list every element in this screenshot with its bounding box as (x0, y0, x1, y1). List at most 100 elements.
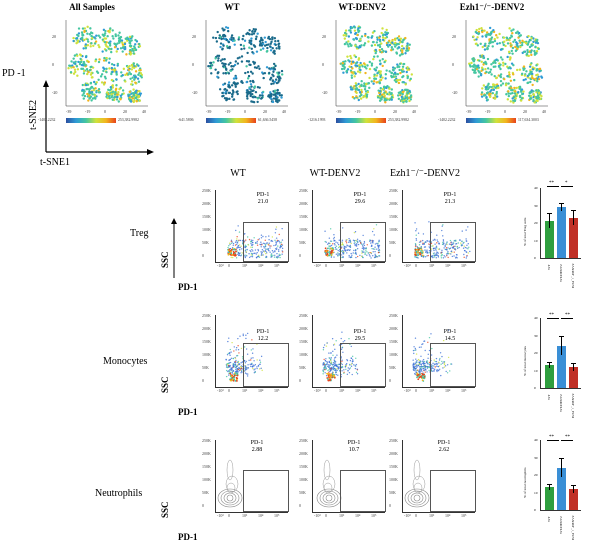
bar-panel-1: % of total monocytes 40 30 20 10 0 WT WT-DENV2 E… (523, 313, 581, 418)
bar-ytick-0-0: 40 (534, 186, 538, 190)
bar-cap-1-1 (559, 336, 564, 338)
tsne-ytick-3-2: -20 (452, 90, 457, 95)
facs-xtick-2-0-3: 10⁴ (258, 513, 264, 518)
facs-ytick-2-2-4: 50K (389, 490, 396, 495)
facs-xtick-2-2-4: 10⁵ (461, 513, 467, 518)
facs-ytick-2-2-1: 200K (389, 451, 398, 456)
facs-xtick-1-1-2: 10³ (339, 388, 345, 393)
bar-error-2-1 (561, 459, 562, 477)
facs-gate-value-0-1: 29.6 (354, 199, 366, 205)
bar-cap-0-1 (559, 202, 564, 204)
tsne-colorbar-max-1: 61,636.5458 (258, 118, 277, 122)
bar-xlabel-2-1: WT-DENV2 (559, 516, 563, 534)
tsne-pd1-label: PD -1 (2, 68, 26, 79)
tsne-xtick-0-0: -39 (66, 109, 71, 114)
bar-ytick-2-0: 40 (534, 438, 538, 442)
facs-xtick-1-0-1: 0 (228, 388, 230, 393)
facs-xtick-1-1-3: 10⁴ (355, 388, 361, 393)
bar-xlabel-1-2: Ezh1⁻/⁻-DENV2 (571, 393, 575, 419)
facs-gate-label-1-0: PD-1 12.2 (250, 329, 276, 343)
facs-xtick-1-0-2: 10³ (242, 388, 248, 393)
facs-xtick-1-0-3: 10⁴ (258, 388, 264, 393)
bar-ytick-0-2: 20 (534, 221, 538, 225)
facs-ytick-2-2-2: 150K (389, 464, 398, 469)
facs-xtick-0-0-3: 10⁴ (258, 263, 264, 268)
facs-xtick-2-0-4: 10⁵ (274, 513, 280, 518)
facs-ytick-1-2-0: 250K (389, 313, 398, 318)
tsne-ytick-3-0: 20 (452, 34, 456, 39)
facs-xtick-2-2-0: -10³ (404, 513, 411, 518)
facs-gate-label-1-2: PD-1 14.5 (437, 329, 463, 343)
facs-column-2: Ezh1⁻/⁻-DENV2 (390, 168, 460, 179)
facs-ytick-1-2-5: 0 (389, 378, 391, 383)
pd1-axis-label-1: PD-1 (178, 407, 198, 417)
facs-ytick-1-0-4: 50K (202, 365, 209, 370)
tsne-colorbar-min-1: -641.5806 (178, 118, 194, 122)
sig-line-b-0 (561, 186, 573, 187)
facs-plot-1-2: 250K 200K 150K 100K 50K 0 -10³ 0 10³ 10⁴ 10⁵ PD-1 14… (389, 313, 476, 393)
tsne2-arrow (43, 80, 49, 87)
bar-error-2-2 (573, 485, 574, 493)
bar-cap-2-1 (559, 458, 564, 460)
sig-a-0: ** (549, 181, 554, 186)
tsne-xtick-2-4: 40 (412, 109, 416, 114)
bar-error-1-1 (561, 337, 562, 355)
pd1-axis-label-2: PD-1 (178, 532, 198, 542)
bar-panel-0: % of total Treg cells 40 30 20 10 0 WT WT-DENV2… (523, 181, 581, 288)
bar-xlabel-0-0: WT (547, 264, 551, 270)
facs-dots-0-0 (227, 225, 284, 259)
facs-plot-2-2: 250K 200K 150K 100K 50K 0 -10³ 0 10³ 10⁴ 10⁵ PD-1 2.… (389, 438, 476, 518)
facs-xtick-1-2-3: 10⁴ (445, 388, 451, 393)
tsne-xtick-1-3: 20 (263, 109, 267, 114)
facs-xtick-0-0-2: 10³ (242, 263, 248, 268)
facs-ytick-1-0-5: 0 (202, 378, 204, 383)
tsne-ytick-1-2: -20 (192, 90, 197, 95)
ssc-label-1: SSC (160, 376, 170, 393)
tsne-xtick-0-1: -19 (85, 109, 90, 114)
tsne-xtick-3-0: -39 (466, 109, 471, 114)
sig-b-2: ** (565, 435, 570, 440)
facs-gate-1-1 (340, 343, 386, 387)
tsne-ytick-3-1: 0 (452, 62, 454, 67)
sig-line-b-2 (561, 440, 573, 441)
bar-2-1 (557, 468, 566, 510)
facs-ytick-0-2-0: 250K (389, 188, 398, 193)
facs-xtick-0-1-4: 10⁵ (371, 263, 377, 268)
sig-b-1: ** (565, 313, 570, 318)
tsne-axis-arrows (43, 80, 154, 155)
facs-xtick-2-2-3: 10⁴ (445, 513, 451, 518)
facs-xtick-2-0-1: 0 (228, 513, 230, 518)
facs-xtick-0-2-3: 10⁴ (445, 263, 451, 268)
facs-gate-value-1-2: 14.5 (444, 336, 456, 342)
facs-gate-value-0-0: 21.0 (257, 199, 269, 205)
bar-error-0-0 (549, 214, 550, 229)
facs-gate-label-0-2: PD-1 21.3 (437, 192, 463, 206)
facs-gate-name-0-1: PD-1 (353, 192, 367, 198)
facs-ytick-2-1-5: 0 (299, 503, 301, 508)
facs-gate-name-1-1: PD-1 (353, 329, 367, 335)
facs-xtick-0-2-4: 10⁵ (461, 263, 467, 268)
facs-ytick-1-1-3: 100K (299, 352, 308, 357)
tsne-xtick-3-1: -19 (485, 109, 490, 114)
facs-gate-name-1-0: PD-1 (256, 329, 270, 335)
facs-ytick-0-0-5: 0 (202, 253, 204, 258)
facs-ytick-0-0-0: 250K (202, 188, 211, 193)
bar-ytick-1-4: 0 (534, 386, 536, 390)
facs-gate-label-2-0: PD-1 2.88 (244, 440, 270, 454)
facs-gate-0-1 (340, 222, 386, 262)
facs-ytick-1-2-3: 100K (389, 352, 398, 357)
facs-gate-label-0-0: PD-1 21.0 (250, 192, 276, 206)
facs-ytick-2-2-3: 100K (389, 477, 398, 482)
tsne-xtick-0-4: 40 (142, 109, 146, 114)
tsne-plot-0: 20 0 -20 -39 -19 0 20 40 (52, 20, 148, 114)
tsne-cells-0 (67, 25, 143, 104)
facs-ytick-0-2-3: 100K (389, 227, 398, 232)
facs-gate-label-1-1: PD-1 29.5 (347, 329, 373, 343)
tsne-xtick-2-3: 20 (393, 109, 397, 114)
facs-dots-0-2 (414, 221, 471, 259)
tsne-xtick-2-1: -19 (355, 109, 360, 114)
facs-gate-2-0 (243, 470, 289, 512)
facs-xtick-1-2-0: -10³ (404, 388, 411, 393)
bar-ytick-1-3: 10 (534, 368, 538, 373)
facs-xtick-0-1-3: 10⁴ (355, 263, 361, 268)
